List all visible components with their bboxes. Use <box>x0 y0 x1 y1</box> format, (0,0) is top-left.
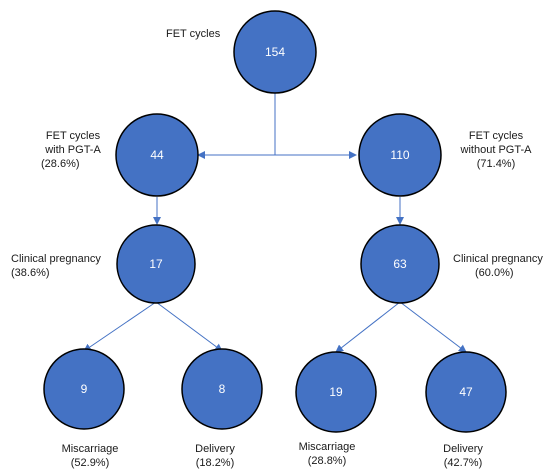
node-pgta-value: 44 <box>150 148 164 162</box>
label-misc-right-pct: (28.8%) <box>307 455 347 467</box>
label-preg-left-pct: (38.6%) <box>11 267 50 279</box>
node-misc-right-value: 19 <box>329 385 343 399</box>
label-misc-right: Miscarriage (28.8%) <box>287 440 367 468</box>
node-misc-left-value: 9 <box>81 382 88 396</box>
label-nopgta-line1: FET cycles <box>468 130 524 142</box>
label-preg-left: Clinical pregnancy (38.6%) <box>11 252 101 280</box>
label-preg-right: Clinical pregnancy (60.0%) <box>453 252 543 280</box>
label-pgta: FET cycles with PGT-A (28.6%) <box>33 129 113 171</box>
edge-pregl-misc <box>83 301 157 352</box>
node-misc-right: 19 <box>295 351 377 433</box>
label-nopgta-pct: (71.4%) <box>476 158 516 170</box>
label-root: FET cycles <box>166 28 221 40</box>
label-pgta-line2: with PGT-A <box>45 144 101 156</box>
edge-pregr-misc <box>335 301 401 353</box>
node-nopgta-value: 110 <box>390 148 409 162</box>
node-pgta: 44 <box>115 113 199 197</box>
node-deliv-right: 47 <box>425 351 507 433</box>
node-deliv-left: 8 <box>181 348 263 430</box>
label-misc-left: Miscarriage (52.9%) <box>50 442 130 470</box>
edge-pregr-deliv <box>399 301 467 353</box>
label-deliv-right: Delivery (42.7%) <box>433 442 493 470</box>
node-preg-left-value: 17 <box>149 257 163 271</box>
node-preg-left: 17 <box>116 224 196 304</box>
label-deliv-right-pct: (42.7%) <box>443 457 483 469</box>
label-deliv-left-text: Delivery <box>195 443 235 455</box>
node-misc-left: 9 <box>43 348 125 430</box>
node-nopgta: 110 <box>358 113 442 197</box>
label-preg-left-text: Clinical pregnancy <box>11 253 101 265</box>
label-deliv-left-pct: (18.2%) <box>195 457 235 469</box>
label-preg-right-pct: (60.0%) <box>475 267 514 279</box>
node-deliv-right-value: 47 <box>459 385 473 399</box>
label-deliv-right-text: Delivery <box>443 443 483 455</box>
node-preg-right-value: 63 <box>393 257 407 271</box>
node-root: 154 <box>233 10 317 94</box>
edges <box>83 93 467 353</box>
label-pgta-pct: (28.6%) <box>41 158 80 170</box>
node-root-value: 154 <box>265 45 285 59</box>
edge-pregl-deliv <box>155 301 223 352</box>
node-deliv-left-value: 8 <box>219 382 226 396</box>
label-misc-right-text: Miscarriage <box>298 441 356 453</box>
label-pgta-line1: FET cycles <box>45 130 101 142</box>
node-preg-right: 63 <box>360 224 440 304</box>
label-preg-right-text: Clinical pregnancy <box>453 253 543 265</box>
label-nopgta: FET cycles without PGT-A (71.4%) <box>448 129 544 171</box>
label-misc-left-pct: (52.9%) <box>70 457 110 469</box>
label-misc-left-text: Miscarriage <box>61 443 119 455</box>
label-nopgta-line2: without PGT-A <box>460 144 532 156</box>
label-deliv-left: Delivery (18.2%) <box>185 442 245 470</box>
